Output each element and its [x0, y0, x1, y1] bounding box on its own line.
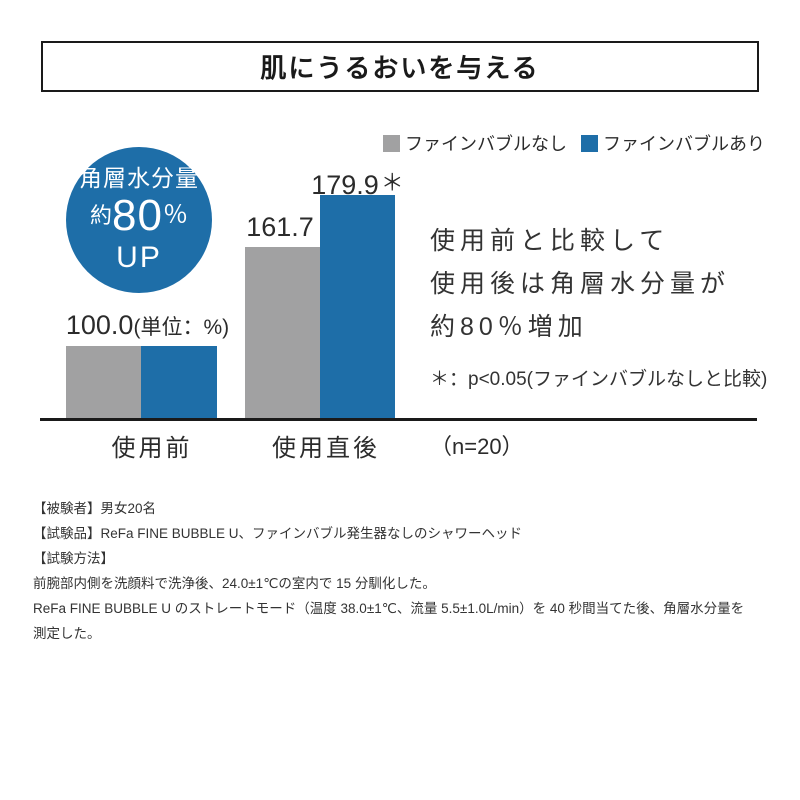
badge-value-row: 約 80 ％: [90, 190, 188, 240]
footnotes: 【被験者】男女20名 【試験品】ReFa FINE BUBBLE U、ファインバ…: [33, 496, 744, 646]
badge-percent-value: 80: [112, 190, 163, 240]
value-label-after-blue: 179.9＊: [300, 163, 415, 201]
legend-item-with-bubble: ファインバブルあり: [581, 130, 765, 156]
x-label-before: 使用前: [111, 435, 193, 462]
sample-size-label: （n=20）: [430, 434, 524, 459]
x-label-after: 使用直後: [272, 435, 380, 462]
unit-label: (単位：%): [133, 316, 230, 339]
footnote-method-heading: 【試験方法】: [33, 551, 114, 566]
footnote-method-3: 測定した。: [33, 626, 101, 641]
title-box: 肌にうるおいを与える: [41, 41, 759, 92]
highlight-line-1: 使用前と比較して: [430, 227, 670, 255]
bar-after-with-bubble: [320, 195, 395, 418]
footnote-test-item: 【試験品】ReFa FINE BUBBLE U、ファインバブル発生器なしのシャワ…: [33, 526, 523, 541]
bar-after-no-bubble: [245, 247, 320, 418]
badge-title: 角層水分量: [79, 164, 199, 191]
gray-swatch-icon: [383, 134, 400, 152]
legend-label-no-bubble: ファインバブルなし: [405, 134, 567, 154]
bar-before-with-bubble: [141, 346, 217, 418]
footnote-subjects: 【被験者】男女20名: [33, 501, 157, 516]
footnote-method-2: ReFa FINE BUBBLE U のストレートモード（温度 38.0±1℃、…: [33, 601, 745, 616]
significance-asterisk: ＊: [380, 169, 404, 195]
badge-up-text: UP: [116, 241, 162, 275]
legend-item-no-bubble: ファインバブルなし: [383, 130, 567, 156]
legend-label-with-bubble: ファインバブルあり: [603, 134, 765, 154]
footnote-method-1: 前腕部内側を洗顔料で洗浄後、24.0±1℃の室内で 15 分馴化した。: [33, 576, 436, 591]
blue-swatch-icon: [581, 134, 598, 152]
page-title: 肌にうるおいを与える: [260, 53, 540, 83]
badge-percent-sign: ％: [162, 201, 188, 230]
badge-approx: 約: [90, 203, 113, 229]
significance-note: ＊：p<0.05(ファインバブルなしと比較): [430, 369, 768, 390]
bar-before-no-bubble: [66, 346, 141, 418]
moisture-up-badge: 角層水分量 約 80 ％ UP: [66, 147, 212, 293]
highlight-copy: 使用前と比較して 使用後は角層水分量が 約80％増加: [430, 220, 730, 349]
value-label-after-gray: 161.7: [230, 212, 330, 243]
x-axis-line: [40, 418, 757, 421]
value-after-no-bubble: 161.7: [246, 212, 314, 242]
value-after-with-bubble: 179.9: [311, 170, 379, 200]
highlight-line-2: 使用後は角層水分量が: [430, 270, 731, 298]
value-before: 100.0: [65, 310, 134, 340]
highlight-line-3: 約80％増加: [430, 313, 588, 341]
chart-legend: ファインバブルなし ファインバブルあり: [383, 130, 765, 156]
value-label-before: 100.0(単位：%): [40, 310, 255, 341]
